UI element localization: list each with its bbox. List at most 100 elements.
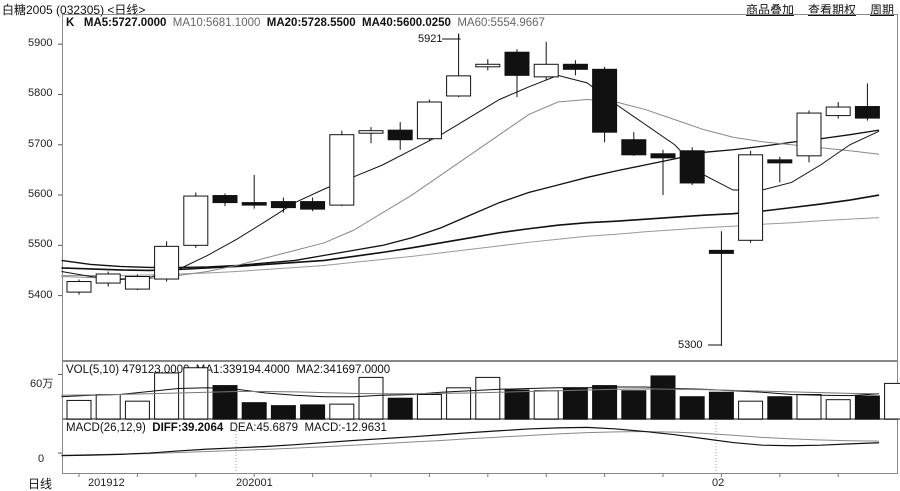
volume-bar — [270, 405, 296, 420]
low-annotation: 5300 — [678, 339, 703, 351]
volume-bar — [562, 387, 588, 420]
macd-legend: MACD(26,12,9) DIFF:39.2064 DEA:45.6879 M… — [66, 422, 387, 434]
candle-body — [650, 153, 676, 159]
ma10-label: MA10:5681.1000 — [172, 17, 261, 29]
k-label: K — [66, 17, 75, 29]
volume-bar — [66, 399, 92, 420]
volume-bar — [767, 396, 793, 420]
candle-body — [329, 134, 355, 206]
volume-bar — [592, 385, 618, 420]
volume-bar — [124, 400, 150, 420]
ma10-line — [61, 98, 880, 280]
volume-bar — [738, 400, 764, 420]
volume-scale-label: 60万 — [30, 378, 54, 390]
candle-body — [533, 63, 559, 78]
volume-bar — [212, 385, 238, 420]
candle-body — [446, 75, 472, 97]
candle-body — [825, 106, 851, 117]
volume-bar — [533, 390, 559, 420]
volume-bar — [884, 382, 900, 420]
volume-bar — [358, 376, 384, 420]
candle-body — [358, 130, 384, 134]
volume-ma2-line — [61, 388, 880, 396]
volume-bar — [825, 399, 851, 420]
chart-title: 白糖2005 (032305) <日线> — [2, 3, 146, 17]
y-tick-label: 5800 — [28, 87, 53, 100]
volume-bar — [475, 376, 501, 420]
candle-body — [475, 63, 501, 68]
price-legend: K MA5:5727.0000 MA10:5681.1000 MA20:5728… — [66, 17, 545, 29]
dea-label: DEA:45.6879 — [229, 422, 299, 434]
vol-ma1-label: MA1:339194.4000 — [195, 364, 290, 376]
candle-body — [708, 249, 734, 254]
y-tick-label: 5400 — [28, 288, 53, 301]
candle-body — [679, 150, 705, 184]
diff-line — [61, 426, 880, 457]
volume-bar — [854, 395, 880, 420]
commodity-overlay-link[interactable]: 商品叠加 — [745, 3, 794, 17]
ma20-line — [61, 129, 880, 269]
candle-body — [504, 51, 530, 76]
volume-bar — [650, 375, 676, 420]
volume-bar — [446, 387, 472, 420]
candle-body — [562, 63, 588, 70]
period-link[interactable]: 周期 — [869, 3, 894, 17]
volume-bar — [387, 397, 413, 420]
macd-value-label: MACD:-12.9631 — [304, 422, 387, 434]
price-panel — [62, 14, 898, 361]
dea-line — [61, 431, 880, 456]
ma40-label: MA40:5600.0250 — [362, 17, 451, 29]
vol-ma2-label: MA2:341697.0000 — [296, 364, 391, 376]
macd-panel — [62, 419, 898, 474]
ma5-label: MA5:5727.0000 — [83, 17, 167, 29]
macd-zero-label: 0 — [38, 453, 45, 465]
candle-body — [183, 195, 209, 246]
volume-bar — [708, 391, 734, 420]
volume-legend: VOL(5,10) 479123.0000 MA1:339194.4000 MA… — [66, 364, 390, 376]
high-annotation: 5921 — [418, 33, 443, 45]
candle-body — [212, 195, 238, 204]
volume-bar — [300, 404, 326, 420]
candle-body — [738, 154, 764, 241]
toolbar-links: 商品叠加 查看期权 周期 — [746, 1, 894, 18]
period-label: 日线 — [28, 477, 53, 491]
ma60-label: MA60:5554.9667 — [457, 17, 545, 29]
candle-body — [796, 112, 822, 157]
candle-body — [124, 276, 150, 290]
volume-bar — [241, 402, 267, 420]
volume-bar — [95, 393, 121, 420]
volume-ma1-line — [61, 386, 880, 398]
volume-bar — [154, 372, 180, 420]
candle-body — [270, 201, 296, 209]
y-tick-label: 5500 — [28, 238, 53, 251]
volume-bar — [329, 403, 355, 420]
candle-body — [767, 159, 793, 164]
diff-label: DIFF:39.2064 — [152, 422, 224, 434]
view-options-link[interactable]: 查看期权 — [807, 3, 856, 17]
candle-body — [416, 101, 442, 140]
candle-body — [241, 202, 267, 206]
volume-bar — [796, 393, 822, 420]
candle-body — [300, 201, 326, 210]
ma20-label: MA20:5728.5500 — [266, 17, 356, 29]
candle-body — [154, 245, 180, 280]
volume-bar — [416, 393, 442, 420]
y-tick-label: 5600 — [28, 188, 53, 201]
candle-body — [66, 281, 92, 293]
volume-bar — [621, 390, 647, 420]
y-tick-label: 5700 — [28, 137, 53, 150]
macd-title: MACD(26,12,9) — [66, 422, 146, 434]
candle-body — [592, 68, 618, 133]
candle-body — [95, 273, 121, 284]
candle-body — [621, 139, 647, 156]
x-label: 201912 — [88, 477, 125, 489]
candle-body — [854, 106, 880, 119]
candle-body — [387, 129, 413, 141]
volume-bar — [679, 396, 705, 420]
y-tick-label: 5900 — [28, 37, 53, 50]
volume-bar — [504, 389, 530, 420]
x-label: 02 — [712, 477, 725, 489]
volume-bar — [183, 367, 209, 420]
